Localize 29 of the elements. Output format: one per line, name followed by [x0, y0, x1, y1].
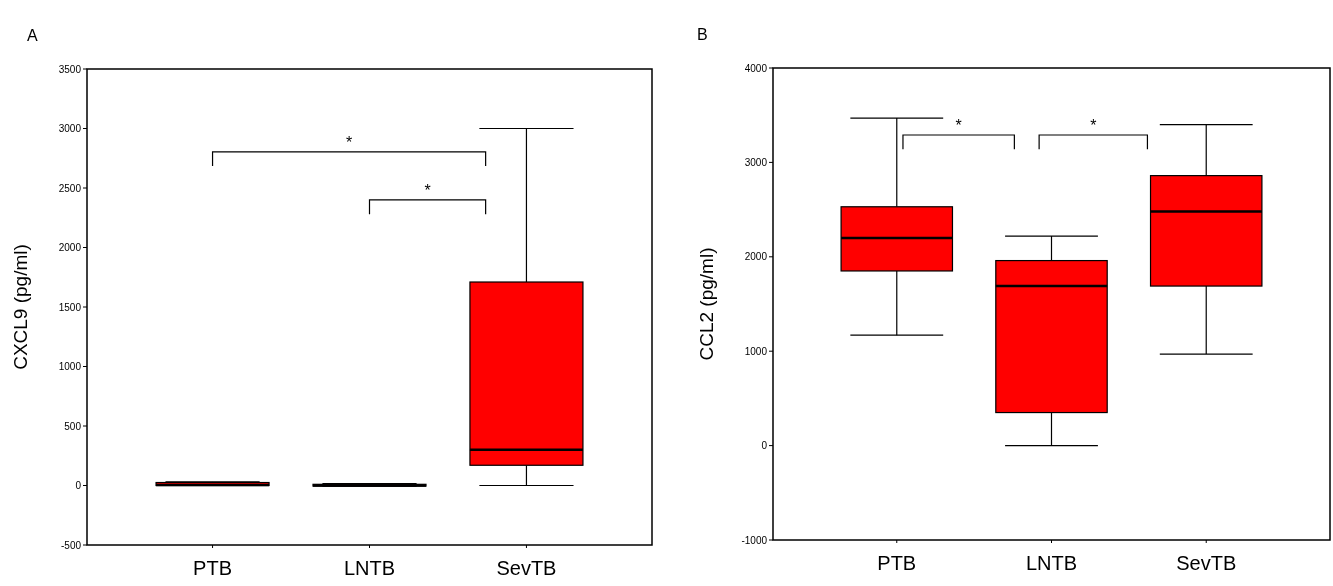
y-tick-label: 0 [761, 440, 768, 452]
chart-title: B [697, 26, 708, 43]
annotation: * [1090, 117, 1097, 135]
y-tick-label: 3500 [58, 63, 82, 75]
x-tick-label: SevTB [1176, 552, 1237, 574]
annotation: * [345, 133, 353, 151]
y-tick-label: 3000 [744, 156, 768, 168]
annotation: * [955, 117, 962, 135]
y-tick-label: 2000 [58, 242, 82, 253]
y-tick-label: 1500 [58, 301, 82, 313]
y-tick-label: 0 [75, 480, 82, 491]
annotation: * [424, 181, 431, 199]
x-tick-label: LNTB [343, 557, 396, 579]
x-tick-label: PTB [877, 552, 917, 574]
y-tick-label: 2000 [744, 251, 768, 263]
y-tick-label: 4000 [744, 62, 768, 74]
y-tick-label: 1000 [58, 361, 82, 372]
y-tick-label: 3000 [58, 123, 82, 134]
y-tick-label: 1000 [744, 345, 768, 357]
y-tick-label: 500 [64, 420, 82, 432]
x-tick-label: PTB [193, 557, 233, 579]
y-axis-title: CCL2 (pg/ml) [696, 247, 717, 361]
y-tick-label: 2500 [58, 182, 82, 194]
y-tick-label: -1000 [741, 534, 768, 546]
x-tick-label: SevTB [496, 557, 557, 579]
y-axis-title: CXCL9 (pg/ml) [10, 244, 31, 370]
chart-title: A [27, 27, 38, 44]
y-tick-label: -500 [60, 539, 82, 551]
x-tick-label: LNTB [1025, 552, 1078, 574]
